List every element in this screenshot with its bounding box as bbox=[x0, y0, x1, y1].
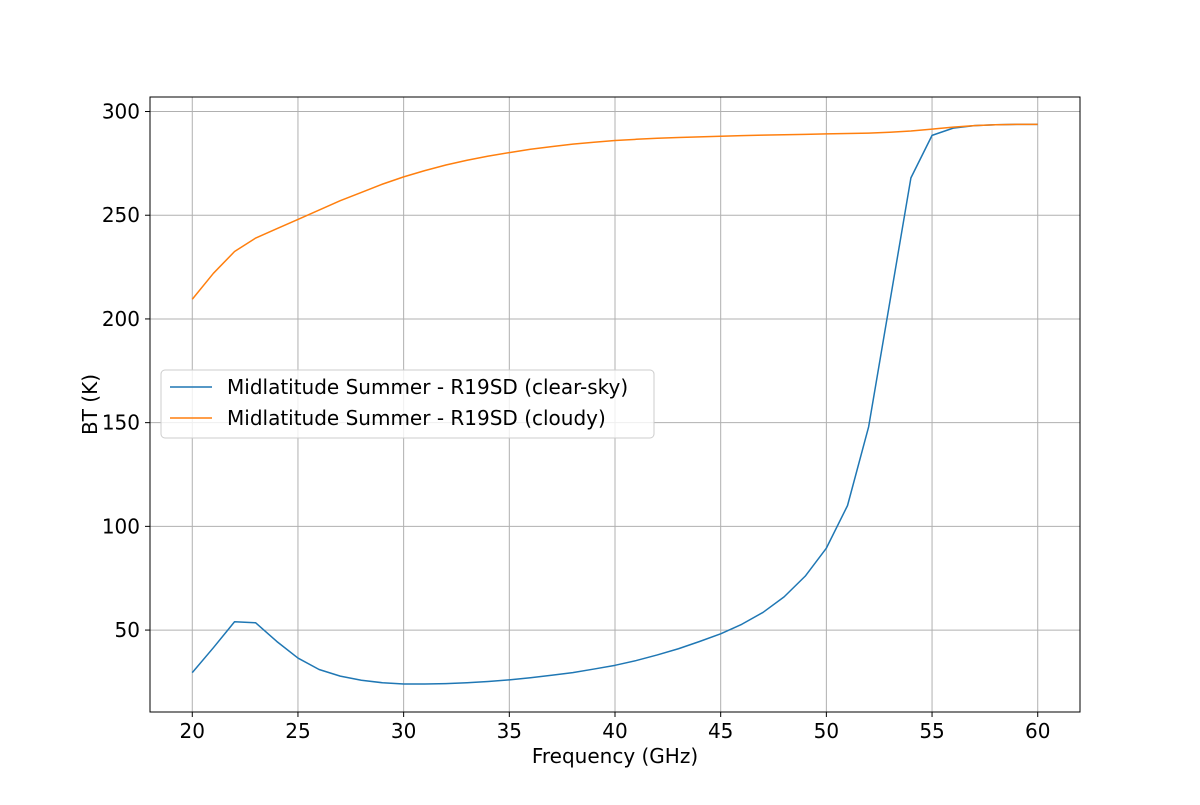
legend-box bbox=[160, 369, 655, 439]
x-tick-label: 35 bbox=[497, 719, 522, 743]
y-tick-label: 50 bbox=[115, 618, 140, 642]
x-tick-label: 40 bbox=[602, 719, 627, 743]
x-tick-label: 50 bbox=[814, 719, 839, 743]
legend: Midlatitude Summer - R19SD (clear-sky) Mi… bbox=[160, 369, 655, 439]
y-axis-label: BT (K) bbox=[78, 374, 102, 435]
axis-ticks: 20 25 30 35 40 45 50 55 60 50 100 150 200 250 300 bbox=[102, 100, 1051, 743]
grid-lines bbox=[150, 97, 1080, 712]
y-tick-label: 300 bbox=[102, 100, 140, 124]
series-line-cloudy bbox=[191, 123, 1038, 300]
x-axis-label: Frequency (GHz) bbox=[532, 744, 698, 768]
y-tick-label: 250 bbox=[102, 203, 140, 227]
series-lines bbox=[191, 123, 1038, 685]
y-tick-label: 150 bbox=[102, 411, 140, 435]
y-tick-label: 200 bbox=[102, 307, 140, 331]
x-tick-label: 25 bbox=[285, 719, 310, 743]
x-tick-label: 45 bbox=[708, 719, 733, 743]
y-tick-label: 100 bbox=[102, 514, 140, 538]
x-tick-label: 30 bbox=[391, 719, 416, 743]
x-tick-label: 55 bbox=[919, 719, 944, 743]
series-line-clear-sky bbox=[191, 123, 1038, 685]
x-tick-label: 60 bbox=[1025, 719, 1050, 743]
x-tick-label: 20 bbox=[180, 719, 205, 743]
legend-label: Midlatitude Summer - R19SD (clear-sky) bbox=[227, 375, 628, 399]
legend-label: Midlatitude Summer - R19SD (cloudy) bbox=[227, 406, 606, 430]
